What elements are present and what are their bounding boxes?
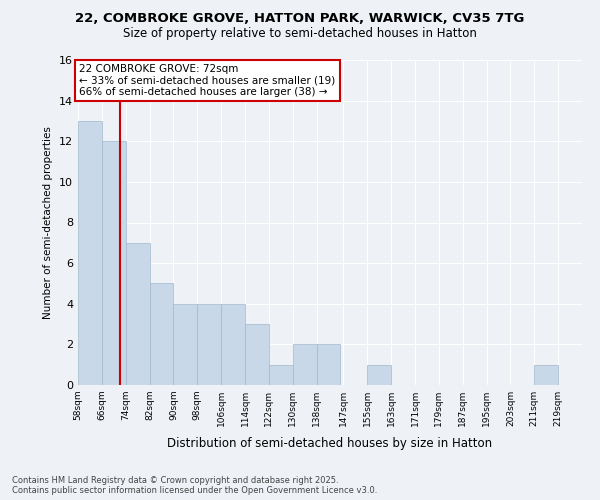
Y-axis label: Number of semi-detached properties: Number of semi-detached properties bbox=[43, 126, 53, 319]
Bar bbox=[245, 324, 269, 385]
Bar bbox=[173, 304, 197, 385]
X-axis label: Distribution of semi-detached houses by size in Hatton: Distribution of semi-detached houses by … bbox=[167, 438, 493, 450]
Bar bbox=[126, 243, 149, 385]
Bar bbox=[221, 304, 245, 385]
Bar bbox=[197, 304, 221, 385]
Bar bbox=[367, 364, 391, 385]
Text: Contains HM Land Registry data © Crown copyright and database right 2025.
Contai: Contains HM Land Registry data © Crown c… bbox=[12, 476, 377, 495]
Text: Size of property relative to semi-detached houses in Hatton: Size of property relative to semi-detach… bbox=[123, 28, 477, 40]
Text: 22, COMBROKE GROVE, HATTON PARK, WARWICK, CV35 7TG: 22, COMBROKE GROVE, HATTON PARK, WARWICK… bbox=[76, 12, 524, 26]
Bar bbox=[269, 364, 293, 385]
Bar bbox=[293, 344, 317, 385]
Bar bbox=[149, 284, 173, 385]
Bar bbox=[317, 344, 340, 385]
Bar bbox=[102, 141, 126, 385]
Bar bbox=[534, 364, 558, 385]
Bar bbox=[78, 121, 102, 385]
Text: 22 COMBROKE GROVE: 72sqm
← 33% of semi-detached houses are smaller (19)
66% of s: 22 COMBROKE GROVE: 72sqm ← 33% of semi-d… bbox=[79, 64, 336, 98]
